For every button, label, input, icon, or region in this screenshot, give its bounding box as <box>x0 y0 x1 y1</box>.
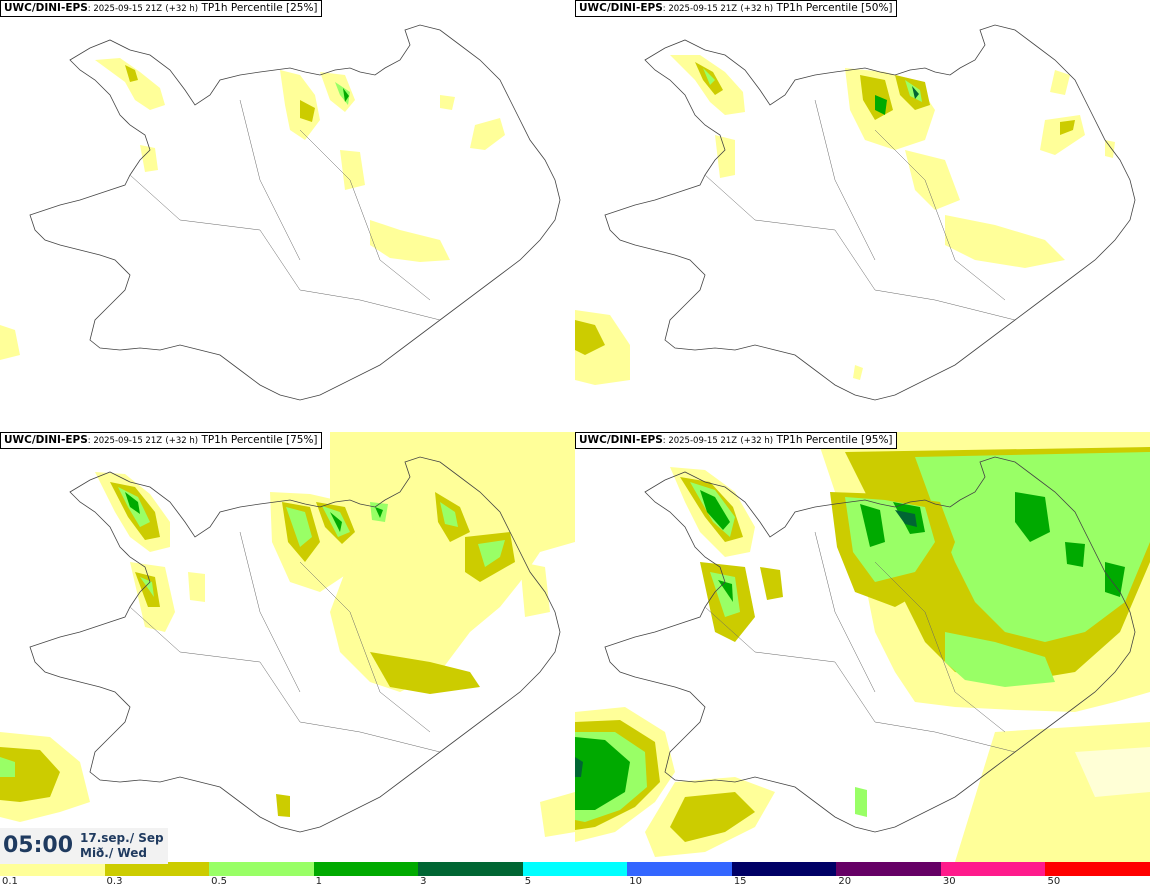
inland-boundaries <box>704 531 1016 753</box>
colorbar-tick-label: 1 <box>315 876 322 887</box>
colorbar-segment <box>940 862 1046 876</box>
colorbar-segment <box>104 862 210 876</box>
valid-time-box: 05:00 17.sep./ Sep Mið./ Wed <box>0 828 168 864</box>
coastline <box>604 24 1136 401</box>
map-panel-p75: UWC/DINI-EPS: 2025-09-15 21Z (+32 h) TP1… <box>0 432 575 862</box>
colorbar-segment <box>836 862 941 876</box>
precip-map <box>0 432 575 837</box>
precip-areas <box>575 55 1115 385</box>
colorbar-segment <box>731 862 837 876</box>
precip-areas <box>0 432 575 837</box>
colorbar-segment <box>418 862 523 876</box>
coastline <box>29 456 561 833</box>
valid-date-line1: 17.sep./ Sep <box>80 831 164 845</box>
colorbar-tick-label: 30 <box>942 876 956 887</box>
coastline <box>29 24 561 401</box>
colorbar-segment <box>0 862 105 876</box>
colorbar-tick-label: 50 <box>1047 876 1061 887</box>
precip-map <box>575 24 1136 401</box>
colorbar-segment <box>209 862 314 876</box>
inland-boundaries <box>129 99 441 321</box>
colorbar-tick-label: 0.1 <box>2 876 18 887</box>
panel-title: UWC/DINI-EPS: 2025-09-15 21Z (+32 h) TP1… <box>575 0 897 17</box>
colorbar-tick-label: 15 <box>733 876 747 887</box>
panel-title: UWC/DINI-EPS: 2025-09-15 21Z (+32 h) TP1… <box>0 0 322 17</box>
precip-areas <box>0 58 505 360</box>
colorbar-tick-label: 3 <box>420 876 427 887</box>
panel-title: UWC/DINI-EPS: 2025-09-15 21Z (+32 h) TP1… <box>0 432 322 449</box>
colorbar-segment <box>1045 862 1150 876</box>
inland-boundaries <box>704 99 1016 321</box>
colorbar-segment <box>522 862 628 876</box>
colorbar-labels: 0.1 0.3 0.5 1 3 5 10 15 20 30 50 <box>0 876 1150 891</box>
precip-map <box>0 24 561 401</box>
colorbar-segment <box>313 862 419 876</box>
colorbar-tick-label: 20 <box>838 876 852 887</box>
colorbar-tick-label: 0.3 <box>106 876 123 887</box>
map-panel-p95: UWC/DINI-EPS: 2025-09-15 21Z (+32 h) TP1… <box>575 432 1150 862</box>
colorbar-tick-label: 10 <box>629 876 642 887</box>
valid-date-line2: Mið./ Wed <box>80 846 147 860</box>
inland-boundaries <box>129 531 441 753</box>
precip-areas <box>575 432 1150 862</box>
map-panel-p25: UWC/DINI-EPS: 2025-09-15 21Z (+32 h) TP1… <box>0 0 575 430</box>
panel-title: UWC/DINI-EPS: 2025-09-15 21Z (+32 h) TP1… <box>575 432 897 449</box>
colorbar <box>0 862 1150 876</box>
map-panel-p50: UWC/DINI-EPS: 2025-09-15 21Z (+32 h) TP1… <box>575 0 1150 430</box>
valid-time: 05:00 <box>3 833 74 858</box>
colorbar-tick-label: 0.5 <box>211 876 227 887</box>
coastline <box>604 456 1136 833</box>
colorbar-tick-label: 5 <box>524 876 532 887</box>
colorbar-segment <box>627 862 732 876</box>
precip-map <box>575 432 1150 862</box>
